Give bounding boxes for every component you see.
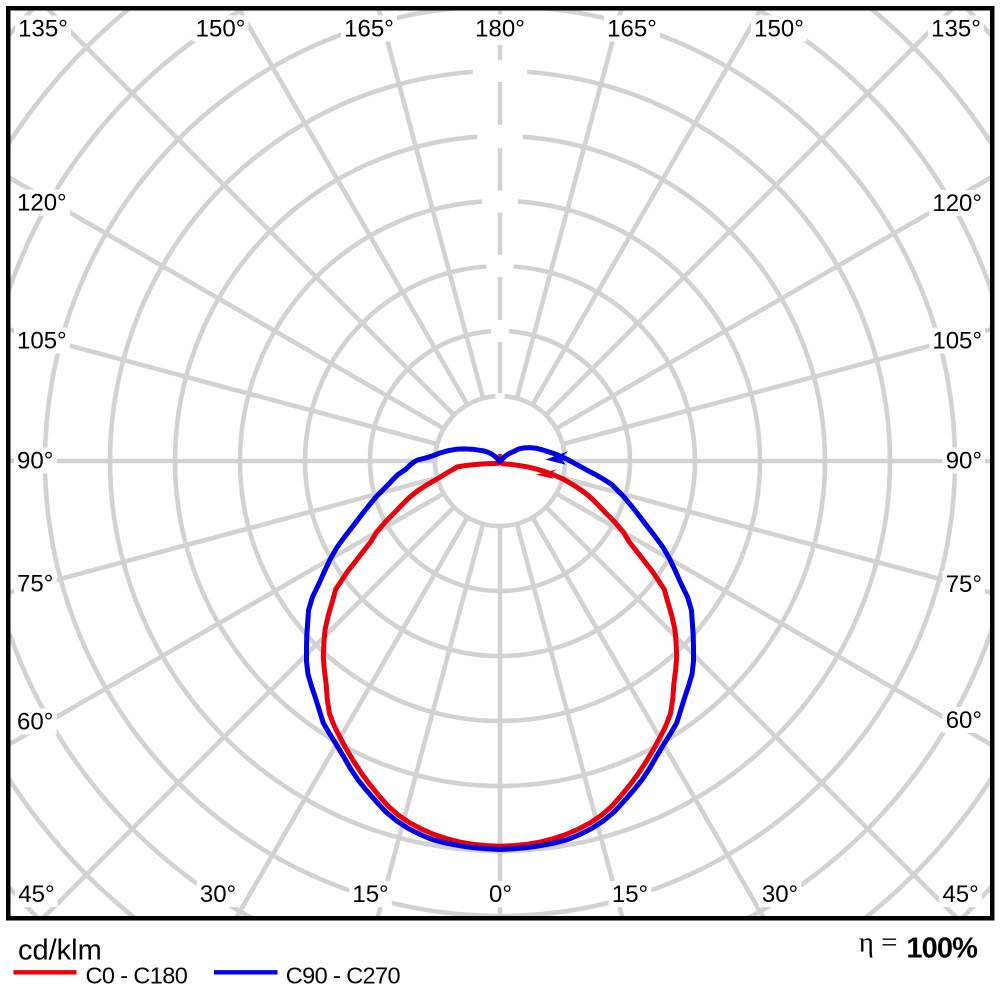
- svg-text:150°: 150°: [754, 16, 804, 43]
- svg-text:75°: 75°: [946, 571, 982, 598]
- svg-text:90°: 90°: [946, 448, 982, 475]
- svg-text:30°: 30°: [200, 881, 236, 908]
- svg-text:60°: 60°: [17, 709, 53, 736]
- svg-text:45°: 45°: [942, 881, 978, 908]
- svg-text:180°: 180°: [475, 16, 525, 43]
- svg-text:135°: 135°: [18, 16, 68, 43]
- svg-text:60°: 60°: [946, 707, 982, 734]
- svg-text:C0 - C180: C0 - C180: [86, 962, 188, 988]
- svg-text:0°: 0°: [489, 881, 512, 908]
- svg-text:120°: 120°: [17, 190, 67, 217]
- svg-text:165°: 165°: [344, 16, 394, 43]
- svg-text:90°: 90°: [17, 448, 53, 475]
- svg-text:150°: 150°: [196, 16, 246, 43]
- svg-text:120°: 120°: [932, 190, 982, 217]
- svg-text:30°: 30°: [762, 881, 798, 908]
- svg-text:45°: 45°: [18, 881, 54, 908]
- svg-text:165°: 165°: [607, 16, 657, 43]
- svg-text:75°: 75°: [17, 571, 53, 598]
- svg-text:105°: 105°: [17, 328, 67, 355]
- svg-text:C90 - C270: C90 - C270: [286, 962, 401, 988]
- svg-text:15°: 15°: [612, 881, 648, 908]
- svg-text:100%: 100%: [906, 933, 978, 965]
- svg-text:η =: η =: [859, 927, 898, 959]
- svg-text:15°: 15°: [352, 881, 388, 908]
- svg-text:cd/klm: cd/klm: [18, 935, 102, 967]
- svg-text:135°: 135°: [931, 16, 981, 43]
- svg-text:105°: 105°: [932, 328, 982, 355]
